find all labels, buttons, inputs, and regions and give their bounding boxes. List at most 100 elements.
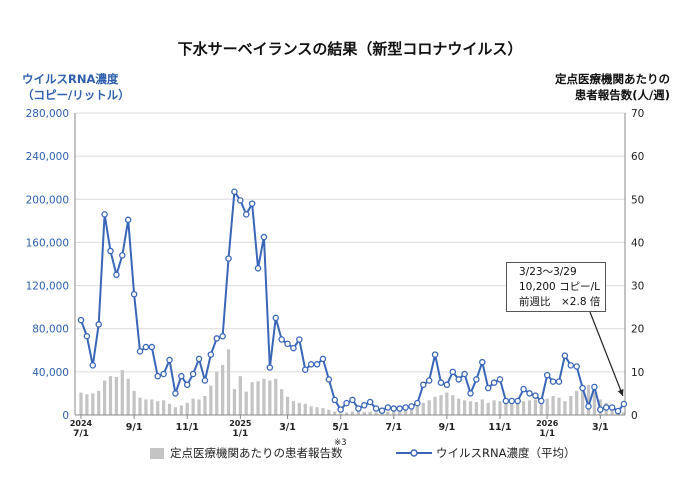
x-tick-label: 2026 1/1	[536, 419, 559, 439]
data-point	[443, 381, 451, 389]
data-point	[337, 406, 344, 413]
bar	[197, 399, 201, 415]
bar	[173, 407, 178, 415]
data-point	[597, 406, 604, 413]
bar	[161, 400, 166, 415]
data-point	[573, 363, 580, 370]
data-point	[101, 211, 108, 218]
data-point	[532, 392, 539, 399]
bar	[250, 382, 254, 415]
data-point	[266, 364, 274, 371]
bar	[403, 408, 408, 415]
bar	[580, 388, 585, 415]
left-tick-label: 200,000	[26, 194, 69, 206]
legend-line-label: ウイルスRNA濃度（平均）	[436, 446, 576, 460]
data-point	[307, 361, 315, 368]
data-point	[473, 376, 480, 383]
bar	[126, 378, 130, 415]
bar	[97, 390, 101, 415]
pointer-line	[589, 311, 624, 397]
bar	[321, 408, 325, 415]
axes	[74, 113, 626, 416]
right-tick-label: 0	[631, 410, 638, 422]
bar	[462, 400, 467, 415]
bar	[480, 399, 484, 415]
x-tick-label: 2025 1/1	[229, 419, 252, 439]
data-point	[136, 348, 144, 355]
left-tick-label: 280,000	[26, 108, 69, 120]
bar	[315, 407, 319, 415]
data-point	[254, 265, 262, 272]
bar	[398, 409, 402, 415]
bar	[362, 411, 366, 415]
data-point	[602, 404, 610, 411]
grid-lines	[75, 112, 625, 373]
bar	[262, 378, 266, 415]
data-point	[502, 397, 510, 405]
data-point	[425, 377, 433, 384]
bar	[114, 377, 119, 415]
right-axis-title: 定点医療機関あたりの 患者報告数(人/週)	[555, 71, 670, 103]
data-point	[467, 390, 474, 397]
x-tick-label: 11/1	[176, 422, 199, 433]
data-point	[414, 399, 421, 407]
x-tick-label: 9/1	[126, 422, 143, 433]
left-tick-label: 80,000	[32, 324, 69, 336]
data-point	[219, 333, 226, 340]
right-tick-label: 50	[631, 194, 644, 206]
bar	[510, 402, 514, 415]
data-point	[608, 404, 616, 411]
data-point	[372, 405, 380, 412]
data-point	[538, 397, 545, 405]
data-point	[479, 358, 486, 366]
bar	[179, 405, 183, 415]
bar	[291, 401, 296, 415]
data-point	[213, 335, 220, 342]
bar	[280, 389, 284, 415]
bar	[327, 409, 331, 415]
bar	[344, 412, 349, 415]
right-tick-label: 60	[631, 151, 644, 163]
bar	[409, 407, 414, 415]
right-axis-title-line-1: 定点医療機関あたりの	[555, 72, 670, 86]
callout-line-3: 前週比 ×2.8 倍	[519, 296, 601, 308]
data-point	[561, 352, 569, 359]
data-point	[543, 371, 551, 379]
right-tick-label: 20	[631, 324, 644, 336]
data-point	[142, 343, 150, 351]
left-axis-ticks: 0 40,000 80,000 120,000 160,000 200,000 240,00…	[26, 108, 69, 422]
data-point	[384, 404, 392, 411]
callout-line-2: 10,200 コピー/L	[519, 281, 600, 293]
x-tick-label: 9/1	[439, 422, 456, 433]
right-tick-label: 70	[631, 108, 644, 120]
callout-line-1: 3/23〜3/29	[519, 266, 577, 278]
data-point	[325, 376, 333, 383]
bar	[256, 381, 260, 415]
data-point	[614, 407, 622, 415]
data-point	[526, 390, 533, 397]
data-point	[455, 376, 462, 383]
data-point	[195, 355, 203, 363]
legend-line-swatch	[396, 449, 432, 457]
data-point	[166, 356, 173, 364]
bar	[185, 402, 189, 415]
data-point	[207, 351, 215, 358]
pointer-arrowhead	[617, 389, 624, 396]
bar-series	[79, 349, 626, 415]
data-point	[508, 397, 516, 405]
data-point	[366, 398, 374, 406]
data-point	[396, 405, 403, 412]
callout-box: 3/23〜3/29 10,200 コピー/L 前週比 ×2.8 倍	[506, 262, 606, 312]
data-point	[591, 383, 598, 391]
data-point	[290, 344, 297, 352]
bar	[209, 385, 213, 415]
data-point	[420, 381, 427, 389]
bar	[368, 411, 372, 415]
data-point	[160, 370, 167, 378]
bar	[498, 401, 502, 415]
legend: 定点医療機関あたりの患者報告数 ウイルスRNA濃度（平均）	[0, 445, 700, 467]
bar	[563, 401, 567, 415]
left-tick-label: 0	[62, 410, 69, 422]
data-point	[301, 366, 309, 373]
bar	[415, 405, 419, 415]
